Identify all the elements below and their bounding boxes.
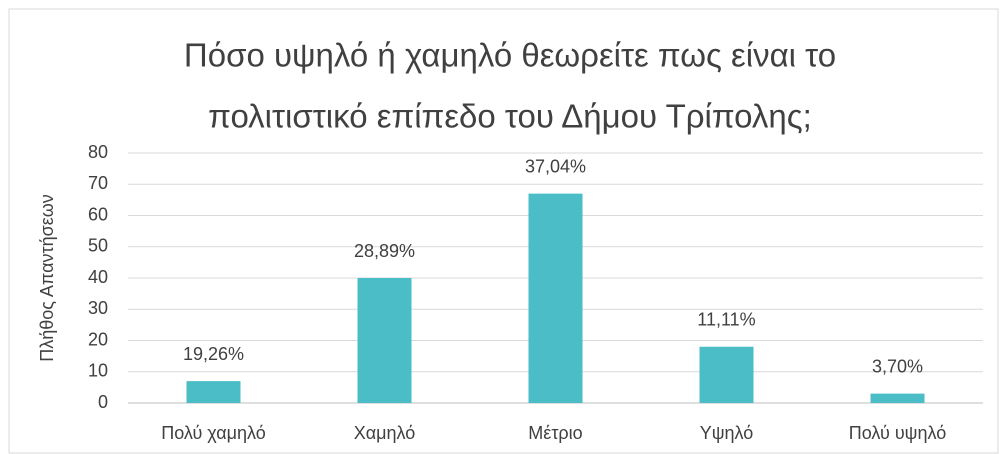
data-label: 11,11% <box>697 310 755 330</box>
data-label: 3,70% <box>872 356 923 376</box>
bar <box>528 193 583 403</box>
x-tick-label: Υψηλό <box>700 423 754 443</box>
data-label: 37,04% <box>525 156 586 176</box>
chart-border <box>8 8 999 454</box>
y-tick-label: 50 <box>88 236 108 256</box>
bar <box>357 278 412 403</box>
bar <box>186 381 241 403</box>
data-label: 28,89% <box>354 241 415 261</box>
x-tick-label: Πολύ χαμηλό <box>161 423 266 443</box>
y-tick-label: 0 <box>98 392 108 412</box>
data-label: 19,26% <box>183 344 244 364</box>
chart-title: πολιτιστικό επίπεδο του Δήμου Τρίπολης; <box>208 98 812 135</box>
y-tick-label: 70 <box>88 173 108 193</box>
x-tick-label: Μέτριο <box>528 423 582 443</box>
y-tick-label: 20 <box>88 329 108 349</box>
x-tick-label: Χαμηλό <box>354 423 416 443</box>
x-tick-label: Πολύ υψηλό <box>849 423 947 443</box>
y-tick-label: 10 <box>88 361 108 381</box>
y-tick-label: 40 <box>88 267 108 287</box>
bar <box>870 393 925 403</box>
chart-title: Πόσο υψηλό ή χαμηλό θεωρείτε πως είναι τ… <box>184 37 836 74</box>
y-tick-label: 30 <box>88 298 108 318</box>
bar <box>699 346 754 403</box>
y-tick-label: 60 <box>88 204 108 224</box>
y-axis-label: Πλήθος Απαντήσεων <box>37 194 57 362</box>
y-tick-label: 80 <box>88 142 108 162</box>
